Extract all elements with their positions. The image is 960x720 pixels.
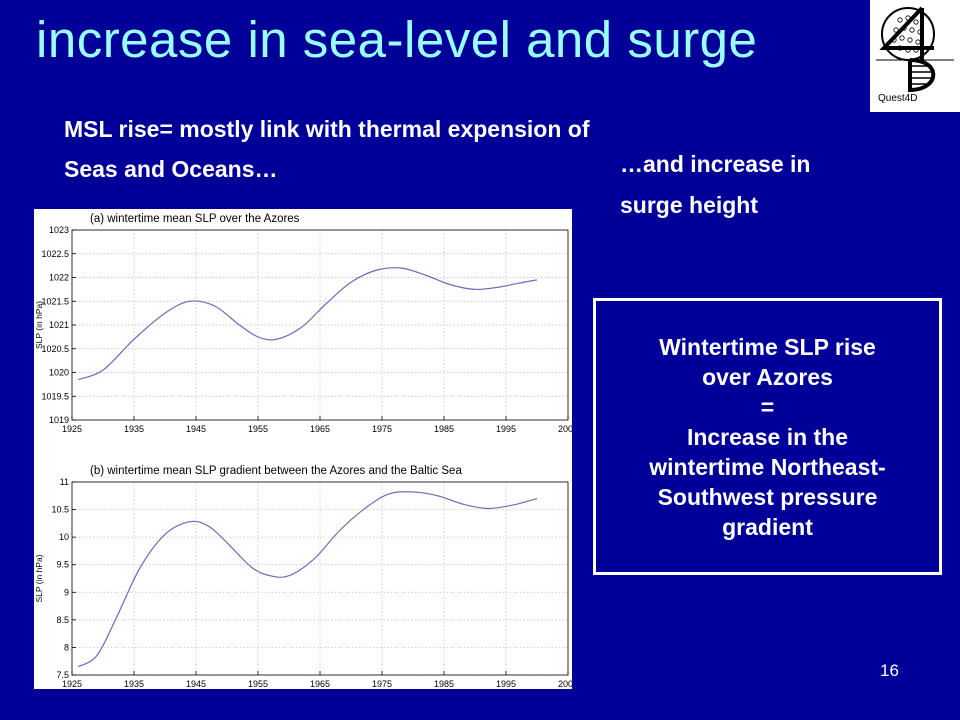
- y-tick-label: 1021.5: [41, 296, 69, 306]
- y-tick-label: 11: [60, 477, 69, 487]
- x-tick-label: 1995: [496, 679, 516, 689]
- x-tick-label: 1945: [186, 424, 206, 434]
- x-tick-label: 1975: [372, 679, 392, 689]
- summary-line: =: [760, 393, 775, 420]
- summary-line: Increase in the: [686, 423, 849, 450]
- x-tick-label: 2005: [558, 424, 572, 434]
- y-tick-label: 1020: [49, 368, 69, 378]
- y-tick-label: 9.5: [56, 560, 69, 570]
- y-axis-label: SLP (in hPa): [34, 554, 44, 602]
- x-tick-label: 1925: [62, 679, 82, 689]
- y-tick-label: 1019: [49, 415, 69, 425]
- y-tick-label: 8.5: [56, 615, 69, 625]
- seas-oceans-text: Seas and Oceans…: [64, 156, 278, 182]
- x-tick-label: 1985: [434, 424, 454, 434]
- summary-box: Wintertime SLP rise over Azores = Increa…: [593, 298, 942, 575]
- figure-panel: (a) wintertime mean SLP over the Azores 1…: [34, 209, 578, 689]
- x-tick-label: 1965: [310, 424, 330, 434]
- x-tick-label: 1945: [186, 679, 206, 689]
- y-tick-label: 1022.5: [41, 249, 69, 259]
- x-tick-label: 1935: [124, 679, 144, 689]
- y-tick-label: 1022: [49, 273, 69, 283]
- y-tick-label: 1023: [49, 225, 69, 235]
- chart-1: (b) wintertime mean SLP gradient between…: [34, 465, 578, 689]
- summary-line: Wintertime SLP rise: [659, 333, 876, 360]
- summary-line: Southwest pressure: [657, 483, 878, 510]
- y-axis-label: SLP (in hPa): [34, 301, 44, 349]
- surge-height-text: surge height: [620, 192, 759, 218]
- summary-line: wintertime Northeast-: [649, 453, 886, 480]
- y-tick-label: 10.5: [51, 505, 69, 515]
- x-tick-label: 1975: [372, 424, 392, 434]
- y-tick-label: 1019.5: [41, 391, 69, 401]
- slide-title: increase in sea-level and surge: [36, 11, 758, 68]
- summary-line: over Azores: [702, 363, 833, 390]
- chart-0: (a) wintertime mean SLP over the Azores 1…: [34, 213, 578, 434]
- page-number: 16: [880, 661, 899, 680]
- x-tick-label: 1955: [248, 679, 268, 689]
- x-tick-label: 1935: [124, 424, 144, 434]
- series-line: [77, 491, 538, 668]
- quest4d-logo-icon: [876, 6, 954, 93]
- y-tick-label: 1021: [49, 320, 69, 330]
- x-tick-label: 1955: [248, 424, 268, 434]
- logo-text: Quest4D: [878, 93, 918, 104]
- x-tick-label: 2005: [558, 679, 572, 689]
- quest4d-logo: Quest4D: [870, 0, 960, 112]
- y-tick-label: 9: [64, 587, 69, 597]
- x-tick-label: 1995: [496, 424, 516, 434]
- y-tick-label: 8: [64, 642, 69, 652]
- x-tick-label: 1925: [62, 424, 82, 434]
- x-tick-label: 1985: [434, 679, 454, 689]
- slp-charts: (a) wintertime mean SLP over the Azores 1…: [34, 213, 578, 689]
- x-tick-label: 1965: [310, 679, 330, 689]
- series-line: [77, 267, 538, 381]
- surge-increase-text: …and increase in: [620, 151, 811, 177]
- y-tick-label: 1020.5: [41, 344, 69, 354]
- y-tick-label: 7.5: [56, 670, 69, 680]
- chart-title: (b) wintertime mean SLP gradient between…: [90, 465, 462, 477]
- y-tick-label: 10: [59, 532, 69, 542]
- summary-line: gradient: [722, 513, 813, 540]
- chart-title: (a) wintertime mean SLP over the Azores: [90, 213, 300, 225]
- msl-rise-text: MSL rise= mostly link with thermal expen…: [64, 116, 590, 142]
